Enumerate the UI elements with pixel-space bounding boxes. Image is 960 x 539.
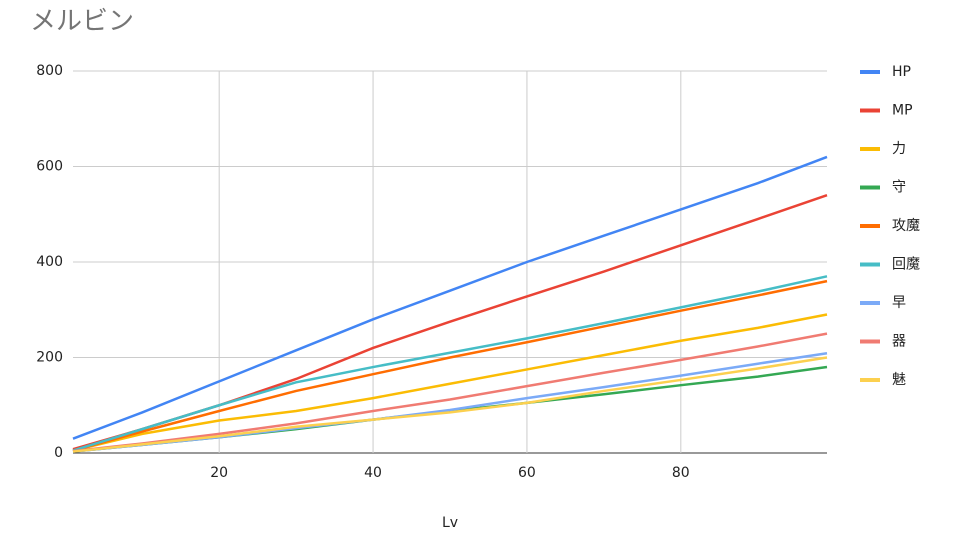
legend-label: HP	[892, 64, 911, 80]
y-tick-label: 400	[36, 254, 63, 270]
series-line	[72, 155, 828, 440]
series-line	[72, 356, 828, 453]
legend-label: 力	[892, 141, 906, 157]
y-tick-label: 600	[36, 159, 63, 175]
series-line	[72, 279, 828, 452]
y-tick-label: 800	[36, 63, 63, 79]
series-line	[72, 313, 828, 452]
legend-label: 早	[892, 295, 906, 311]
legend-label: 器	[892, 334, 906, 350]
chart-title: メルビン	[30, 7, 134, 37]
x-tick-label: 60	[518, 465, 536, 481]
series-line	[72, 275, 828, 452]
x-tick-label: 20	[210, 465, 228, 481]
x-axis-label: Lv	[442, 515, 458, 531]
legend-label: 回魔	[892, 257, 920, 273]
y-tick-label: 0	[54, 445, 63, 461]
y-tick-label: 200	[36, 350, 63, 366]
x-tick-label: 40	[364, 465, 382, 481]
legend-label: 守	[892, 180, 906, 196]
legend-label: 攻魔	[892, 218, 920, 234]
x-tick-label: 80	[672, 465, 690, 481]
legend-label: MP	[892, 103, 913, 119]
legend-label: 魅	[892, 372, 906, 388]
series-line	[72, 332, 828, 453]
